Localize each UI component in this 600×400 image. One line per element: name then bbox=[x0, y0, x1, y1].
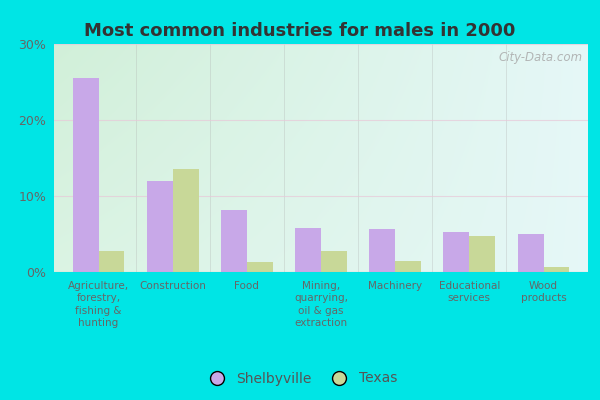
Bar bbox=[369, 229, 395, 272]
Bar bbox=[247, 262, 273, 272]
Bar bbox=[221, 210, 247, 272]
Bar bbox=[321, 251, 347, 272]
Bar bbox=[443, 232, 469, 272]
Bar bbox=[73, 78, 98, 272]
Bar bbox=[98, 251, 124, 272]
Legend: Shelbyville, Texas: Shelbyville, Texas bbox=[197, 366, 403, 391]
Text: Most common industries for males in 2000: Most common industries for males in 2000 bbox=[85, 22, 515, 40]
Bar bbox=[518, 234, 544, 272]
Bar bbox=[173, 170, 199, 272]
Bar bbox=[295, 228, 321, 272]
Bar bbox=[147, 181, 173, 272]
Bar bbox=[544, 267, 569, 272]
Text: City-Data.com: City-Data.com bbox=[499, 51, 583, 64]
Bar bbox=[395, 261, 421, 272]
Bar bbox=[469, 236, 495, 272]
